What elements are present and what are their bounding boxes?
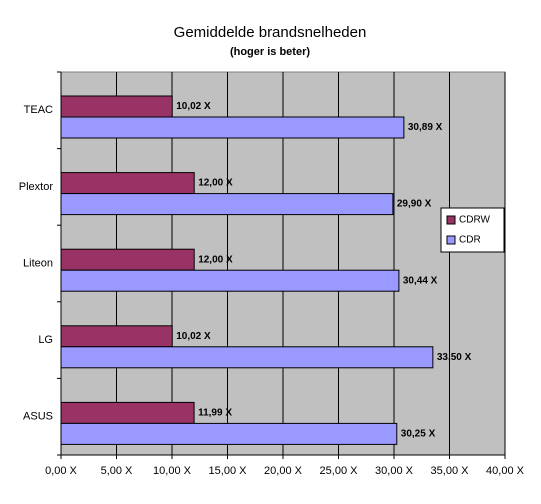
bar bbox=[60, 401, 195, 424]
y-tick-label: LG bbox=[38, 334, 53, 346]
x-tick-label: 15,00 X bbox=[209, 465, 248, 477]
bar bbox=[60, 116, 405, 139]
data-label: 33,50 X bbox=[437, 352, 472, 363]
legend-label: CDR bbox=[459, 235, 481, 246]
x-tick-label: 35,00 X bbox=[431, 465, 470, 477]
bar bbox=[60, 193, 394, 216]
data-label: 11,99 X bbox=[198, 408, 232, 419]
data-label: 12,00 X bbox=[198, 254, 233, 265]
data-label: 30,89 X bbox=[408, 122, 443, 133]
legend-box bbox=[440, 207, 505, 253]
x-tick-label: 0,00 X bbox=[45, 465, 77, 477]
x-tick-label: 5,00 X bbox=[101, 465, 133, 477]
legend-swatch bbox=[446, 215, 456, 225]
data-label: 30,44 X bbox=[403, 275, 438, 286]
data-label: 10,02 X bbox=[176, 331, 211, 342]
bar bbox=[60, 95, 173, 118]
x-tick-label: 10,00 X bbox=[153, 465, 192, 477]
bar bbox=[60, 248, 195, 271]
bar bbox=[60, 346, 434, 369]
data-label: 12,00 X bbox=[198, 178, 233, 189]
data-label: 10,02 X bbox=[176, 101, 211, 112]
x-tick-label: 40,00 X bbox=[486, 465, 525, 477]
bar bbox=[60, 172, 195, 195]
legend-swatch bbox=[446, 235, 456, 245]
bar bbox=[60, 422, 398, 445]
chart-subtitle: (hoger is beter) bbox=[230, 46, 310, 58]
chart-title: Gemiddelde brandsnelheden bbox=[174, 24, 367, 41]
y-tick-label: TEAC bbox=[24, 104, 53, 116]
y-tick-label: Liteon bbox=[23, 257, 53, 269]
x-tick-label: 25,00 X bbox=[320, 465, 359, 477]
bar bbox=[60, 269, 400, 292]
legend-label: CDRW bbox=[459, 215, 490, 226]
data-label: 29,90 X bbox=[397, 199, 432, 210]
x-tick-label: 30,00 X bbox=[375, 465, 414, 477]
bar bbox=[60, 325, 173, 348]
data-label: 30,25 X bbox=[401, 429, 436, 440]
y-tick-label: ASUS bbox=[23, 411, 53, 423]
x-tick-label: 20,00 X bbox=[264, 465, 303, 477]
y-tick-label: Plextor bbox=[19, 181, 54, 193]
